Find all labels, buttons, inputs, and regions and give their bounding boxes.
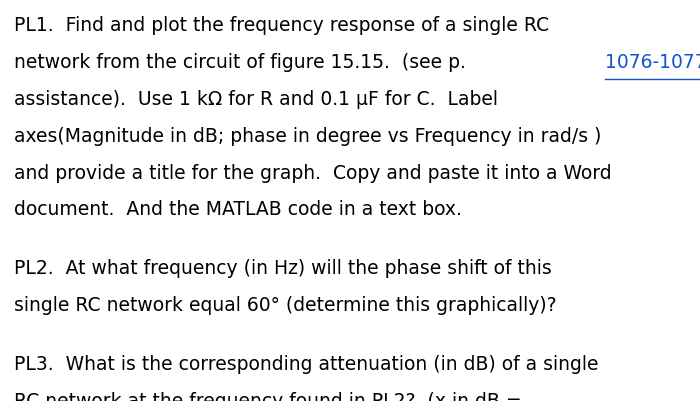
Text: and provide a title for the graph.  Copy and paste it into a Word: and provide a title for the graph. Copy … <box>14 164 612 182</box>
Text: RC network at the frequency found in PL2?  (x in dB =: RC network at the frequency found in PL2… <box>14 392 522 401</box>
Text: assistance).  Use 1 kΩ for R and 0.1 μF for C.  Label: assistance). Use 1 kΩ for R and 0.1 μF f… <box>14 90 498 109</box>
Text: 1076-1077: 1076-1077 <box>605 53 700 72</box>
Text: network from the circuit of figure 15.15.  (see p.: network from the circuit of figure 15.15… <box>14 53 472 72</box>
Text: PL2.  At what frequency (in Hz) will the phase shift of this: PL2. At what frequency (in Hz) will the … <box>14 259 552 278</box>
Text: PL3.  What is the corresponding attenuation (in dB) of a single: PL3. What is the corresponding attenuati… <box>14 355 598 374</box>
Text: PL1.  Find and plot the frequency response of a single RC: PL1. Find and plot the frequency respons… <box>14 16 549 35</box>
Text: document.  And the MATLAB code in a text box.: document. And the MATLAB code in a text … <box>14 200 462 219</box>
Text: axes(Magnitude in dB; phase in degree vs Frequency in rad/s ): axes(Magnitude in dB; phase in degree vs… <box>14 127 601 146</box>
Text: single RC network equal 60° (determine this graphically)?: single RC network equal 60° (determine t… <box>14 296 556 315</box>
